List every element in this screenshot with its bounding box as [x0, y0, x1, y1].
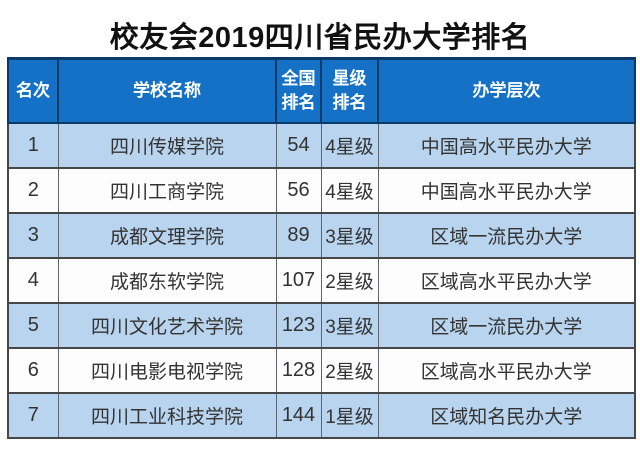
column-header-school: 学校名称 [57, 57, 277, 124]
cell-level: 中国高水平民办大学 [377, 166, 636, 214]
cell-rank: 2 [7, 166, 59, 214]
cell-rank: 5 [7, 301, 59, 349]
cell-star-rating: 2星级 [320, 346, 379, 394]
cell-rank: 1 [7, 121, 59, 169]
cell-national-rank: 56 [275, 166, 322, 214]
cell-school: 四川传媒学院 [57, 121, 277, 169]
cell-national-rank: 107 [275, 256, 322, 304]
cell-rank: 3 [7, 211, 59, 259]
table-row: 3 成都文理学院 89 3星级 区域一流民办大学 [7, 211, 636, 259]
cell-star-rating: 3星级 [320, 301, 379, 349]
table-body: 1 四川传媒学院 54 4星级 中国高水平民办大学 2 四川工商学院 56 4星级 中国高水平民办… [7, 121, 636, 439]
page-title: 校友会2019四川省民办大学排名 [109, 22, 531, 54]
cell-school: 成都文理学院 [57, 211, 277, 259]
cell-level: 中国高水平民办大学 [377, 121, 636, 169]
cell-national-rank: 128 [275, 346, 322, 394]
cell-national-rank: 89 [275, 211, 322, 259]
column-header-national-rank: 全国 排名 [275, 57, 322, 124]
cell-level: 区域一流民办大学 [377, 301, 636, 349]
ranking-table: 名次 学校名称 全国 排名 星级 排名 办学层次 1 四川传媒学院 54 4星级 中国高… [7, 57, 636, 439]
cell-school: 四川工业科技学院 [57, 391, 277, 439]
cell-national-rank: 144 [275, 391, 322, 439]
table-row: 6 四川电影电视学院 128 2星级 区域高水平民办大学 [7, 346, 636, 394]
cell-school: 四川文化艺术学院 [57, 301, 277, 349]
table-header-row: 名次 学校名称 全国 排名 星级 排名 办学层次 [7, 57, 636, 124]
column-header-level: 办学层次 [377, 57, 636, 124]
cell-rank: 4 [7, 256, 59, 304]
cell-star-rating: 2星级 [320, 256, 379, 304]
cell-level: 区域高水平民办大学 [377, 256, 636, 304]
cell-national-rank: 123 [275, 301, 322, 349]
cell-national-rank: 54 [275, 121, 322, 169]
cell-level: 区域知名民办大学 [377, 391, 636, 439]
cell-star-rating: 4星级 [320, 121, 379, 169]
table-row: 2 四川工商学院 56 4星级 中国高水平民办大学 [7, 166, 636, 214]
cell-star-rating: 4星级 [320, 166, 379, 214]
cell-school: 四川工商学院 [57, 166, 277, 214]
cell-rank: 6 [7, 346, 59, 394]
table-row: 7 四川工业科技学院 144 1星级 区域知名民办大学 [7, 391, 636, 439]
cell-level: 区域高水平民办大学 [377, 346, 636, 394]
cell-school: 成都东软学院 [57, 256, 277, 304]
column-header-rank: 名次 [7, 57, 59, 124]
column-header-star-rating: 星级 排名 [320, 57, 379, 124]
table-row: 4 成都东软学院 107 2星级 区域高水平民办大学 [7, 256, 636, 304]
cell-rank: 7 [7, 391, 59, 439]
table-row: 5 四川文化艺术学院 123 3星级 区域一流民办大学 [7, 301, 636, 349]
table-row: 1 四川传媒学院 54 4星级 中国高水平民办大学 [7, 121, 636, 169]
cell-star-rating: 3星级 [320, 211, 379, 259]
cell-school: 四川电影电视学院 [57, 346, 277, 394]
cell-star-rating: 1星级 [320, 391, 379, 439]
cell-level: 区域一流民办大学 [377, 211, 636, 259]
